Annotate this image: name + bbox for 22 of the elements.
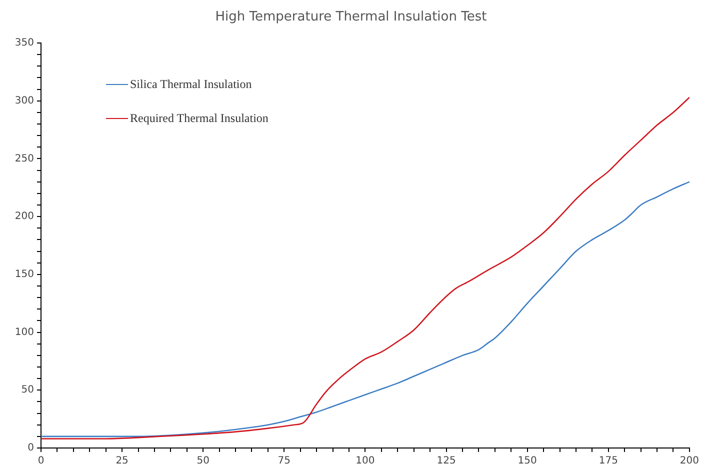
line-series [41, 181, 690, 438]
y-tick-label: 300 [14, 95, 34, 106]
y-tick-label: 150 [14, 269, 34, 280]
chart-title: High Temperature Thermal Insulation Test [215, 9, 487, 24]
x-tick-label: 50 [196, 456, 210, 467]
x-tick-label: 75 [278, 456, 291, 467]
legend-label: Silica Thermal Insulation [130, 76, 252, 92]
y-tick-label: 200 [14, 211, 34, 222]
y-tick-label: 250 [14, 153, 34, 164]
y-tick-label: 0 [28, 442, 34, 454]
x-tick-label: 150 [518, 456, 537, 467]
x-tick-label: 0 [38, 456, 44, 467]
y-tick-label: 100 [14, 326, 34, 338]
x-tick-label: 175 [598, 456, 618, 467]
x-tick-label: 100 [356, 456, 375, 467]
y-tick-label: 350 [14, 38, 34, 49]
x-tick-label: 200 [680, 456, 700, 467]
line-series [41, 96, 690, 440]
legend-label: Required Thermal Insulation [130, 110, 268, 126]
x-tick-label: 125 [436, 456, 456, 467]
x-tick-label: 25 [116, 456, 128, 467]
y-tick-label: 50 [21, 384, 34, 396]
